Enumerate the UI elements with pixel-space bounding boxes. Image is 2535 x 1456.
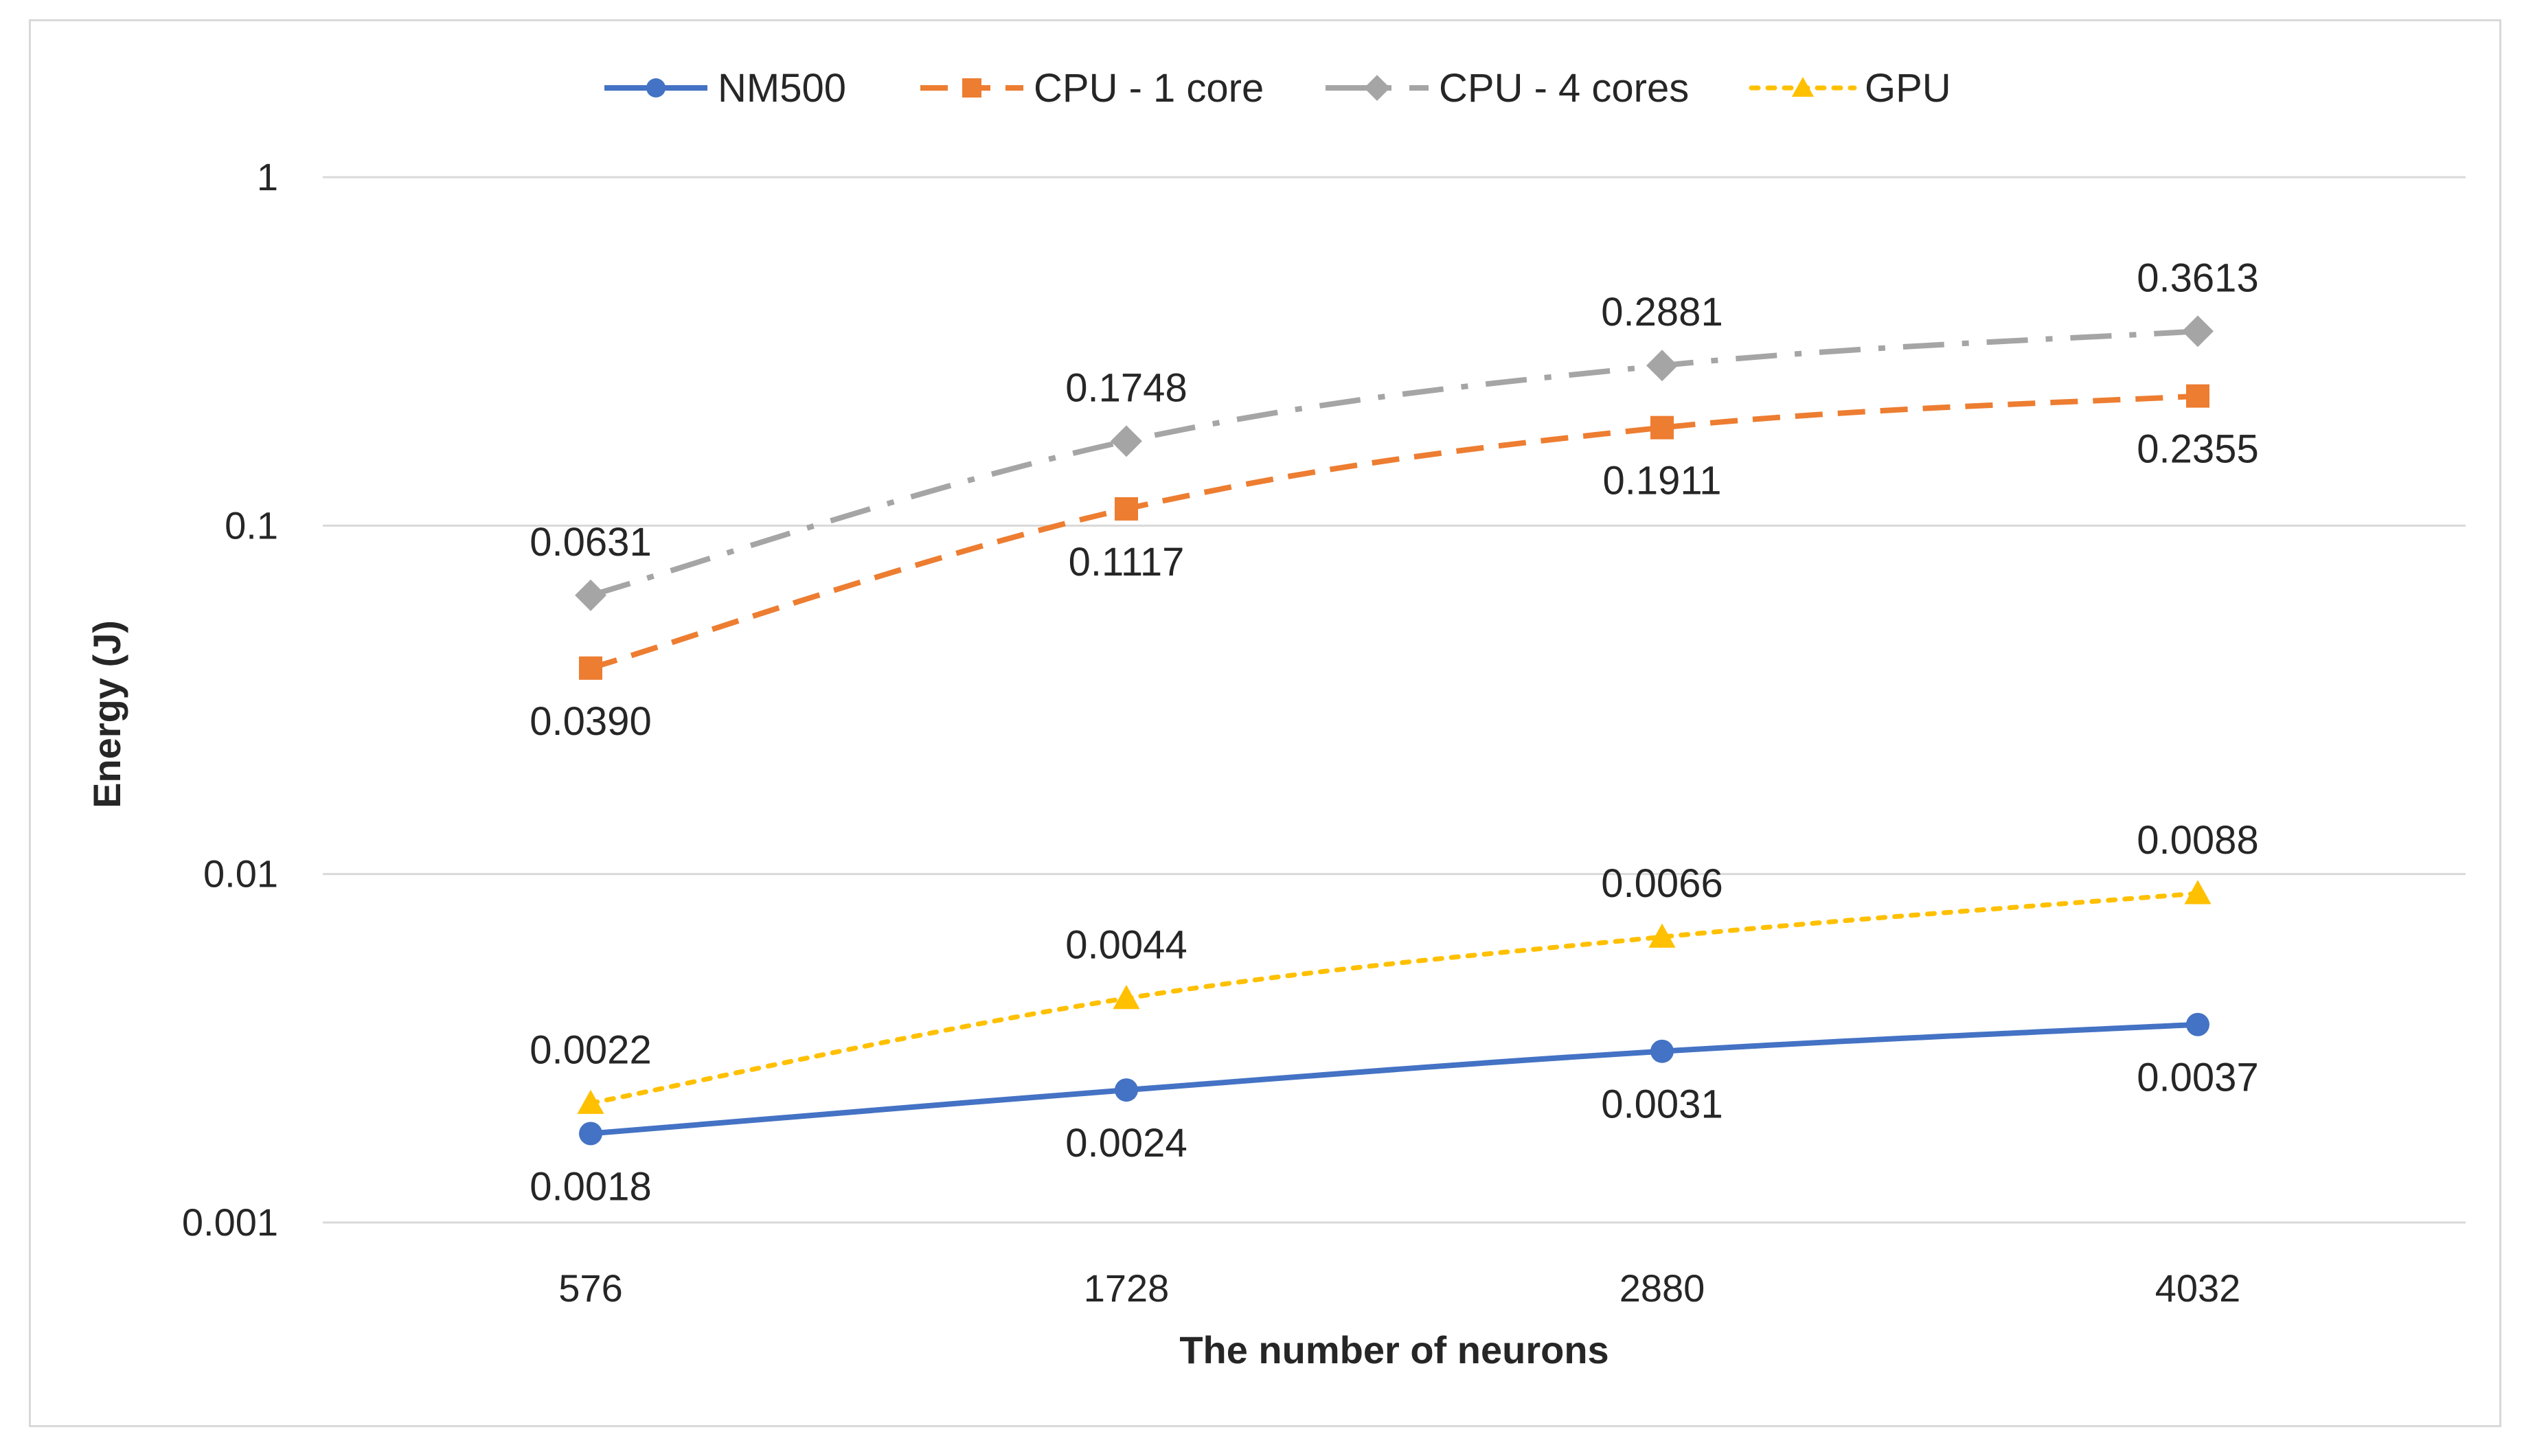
data-label: 0.3613 — [2137, 255, 2258, 300]
x-tick-label: 4032 — [2155, 1266, 2241, 1310]
data-label: 0.0022 — [530, 1027, 651, 1072]
data-point — [1650, 1039, 1674, 1063]
data-point — [2186, 384, 2209, 408]
y-tick-label: 0.001 — [182, 1201, 278, 1244]
x-axis-title: The number of neurons — [1179, 1328, 1608, 1372]
data-point — [1115, 497, 1138, 521]
legend-entry: CPU - 4 cores — [1326, 66, 1689, 111]
data-point — [2182, 315, 2214, 348]
chart-frame — [29, 19, 2501, 1427]
data-point — [1113, 985, 1140, 1010]
data-label: 0.0018 — [530, 1164, 651, 1209]
data-point — [1648, 923, 1676, 948]
y-axis-title: Energy (J) — [85, 620, 128, 808]
data-point — [575, 579, 606, 611]
data-label: 0.0066 — [1601, 861, 1723, 906]
series-line — [588, 891, 2201, 1106]
data-point — [579, 656, 602, 680]
data-point — [1650, 416, 1674, 440]
series-line — [590, 1021, 2198, 1137]
legend-marker — [1791, 76, 1815, 97]
x-tick-label: 576 — [558, 1266, 622, 1310]
data-label: 0.2355 — [2137, 427, 2258, 472]
data-label: 0.1911 — [1602, 459, 1721, 503]
series-group — [575, 315, 2214, 1146]
legend: NM500 CPU - 1 core CPU - 4 cores GPU — [604, 66, 1951, 111]
legend-label: NM500 — [718, 66, 846, 111]
data-point — [577, 1089, 604, 1114]
series-line — [589, 328, 2198, 598]
y-tick-label: 0.01 — [203, 852, 278, 896]
legend-label: CPU - 1 core — [1034, 66, 1264, 111]
data-label: 0.0024 — [1065, 1121, 1187, 1165]
legend-label: CPU - 4 cores — [1439, 66, 1689, 111]
data-label: 0.2881 — [1601, 290, 1723, 334]
legend-marker — [962, 78, 981, 98]
data-point — [1646, 350, 1678, 382]
data-label: 0.0044 — [1065, 923, 1187, 968]
legend-entry: NM500 — [604, 66, 846, 111]
series-nm500 — [579, 1012, 2209, 1146]
x-axis-ticks: 576 1728 2880 4032 — [558, 1266, 2240, 1310]
data-point — [579, 1122, 602, 1146]
legend-entry: CPU - 1 core — [920, 66, 1264, 111]
data-point — [2184, 880, 2212, 905]
data-label: 0.0037 — [2137, 1056, 2258, 1100]
legend-entry: GPU — [1749, 66, 1951, 111]
x-tick-label: 1728 — [1084, 1266, 1170, 1310]
data-point — [1111, 425, 1142, 457]
y-tick-label: 1 — [257, 155, 278, 198]
series-gpu — [577, 880, 2212, 1114]
series-cpu-1-core — [579, 384, 2209, 680]
legend-marker — [1364, 75, 1390, 101]
data-label: 0.0631 — [530, 520, 651, 565]
legend-label: GPU — [1865, 66, 1951, 111]
x-tick-label: 2880 — [1619, 1266, 1705, 1310]
y-tick-label: 0.1 — [225, 503, 278, 547]
y-axis-ticks: 0.001 0.01 0.1 1 — [182, 155, 278, 1244]
data-label: 0.0088 — [2137, 818, 2258, 863]
data-label: 0.0390 — [530, 699, 651, 744]
gridlines — [323, 176, 2466, 1224]
data-label: 0.1117 — [1069, 540, 1185, 584]
legend-marker — [646, 78, 666, 98]
series-line — [589, 393, 2198, 671]
data-point — [1115, 1078, 1138, 1102]
data-label: 0.0031 — [1601, 1082, 1723, 1127]
data-point — [2186, 1012, 2209, 1036]
data-labels: 0.0018 0.0024 0.0031 0.0037 0.0390 0.1117 0.19… — [530, 255, 2258, 1209]
series-cpu-4-cores — [575, 315, 2214, 611]
data-label: 0.1748 — [1065, 365, 1187, 410]
